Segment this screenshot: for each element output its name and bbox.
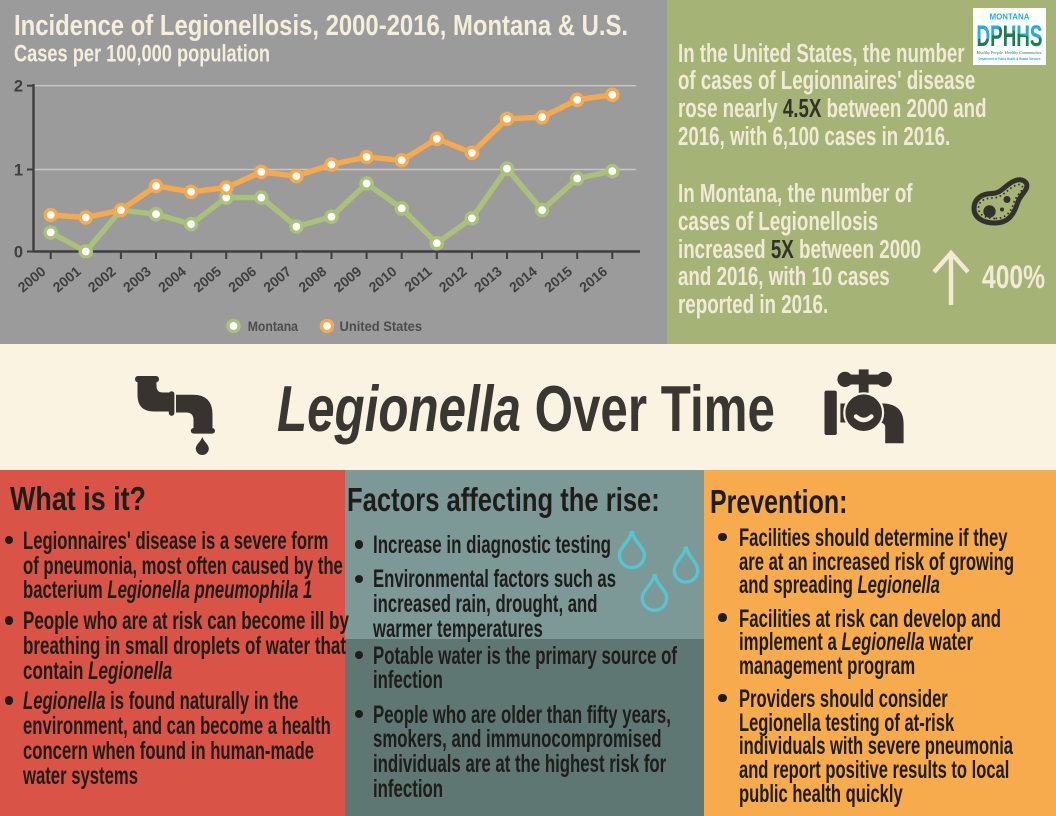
- svg-text:Healthy People. Healthy Commun: Healthy People. Healthy Communities.: [976, 50, 1043, 55]
- svg-text:Cases per 100,000 population: Cases per 100,000 population: [14, 41, 270, 68]
- svg-text:MONTANA: MONTANA: [990, 13, 1030, 22]
- svg-text:United States: United States: [340, 318, 423, 334]
- svg-text:2: 2: [14, 78, 23, 96]
- svg-text:DPHHS: DPHHS: [977, 20, 1043, 53]
- svg-text:Montana: Montana: [248, 318, 298, 334]
- svg-text:0: 0: [14, 244, 23, 262]
- svg-text:1: 1: [14, 162, 23, 180]
- svg-text:Incidence of Legionellosis, 20: Incidence of Legionellosis, 2000-2016, M…: [14, 10, 628, 42]
- svg-text:Department of Public Health &: Department of Public Health & Human Serv…: [979, 57, 1041, 61]
